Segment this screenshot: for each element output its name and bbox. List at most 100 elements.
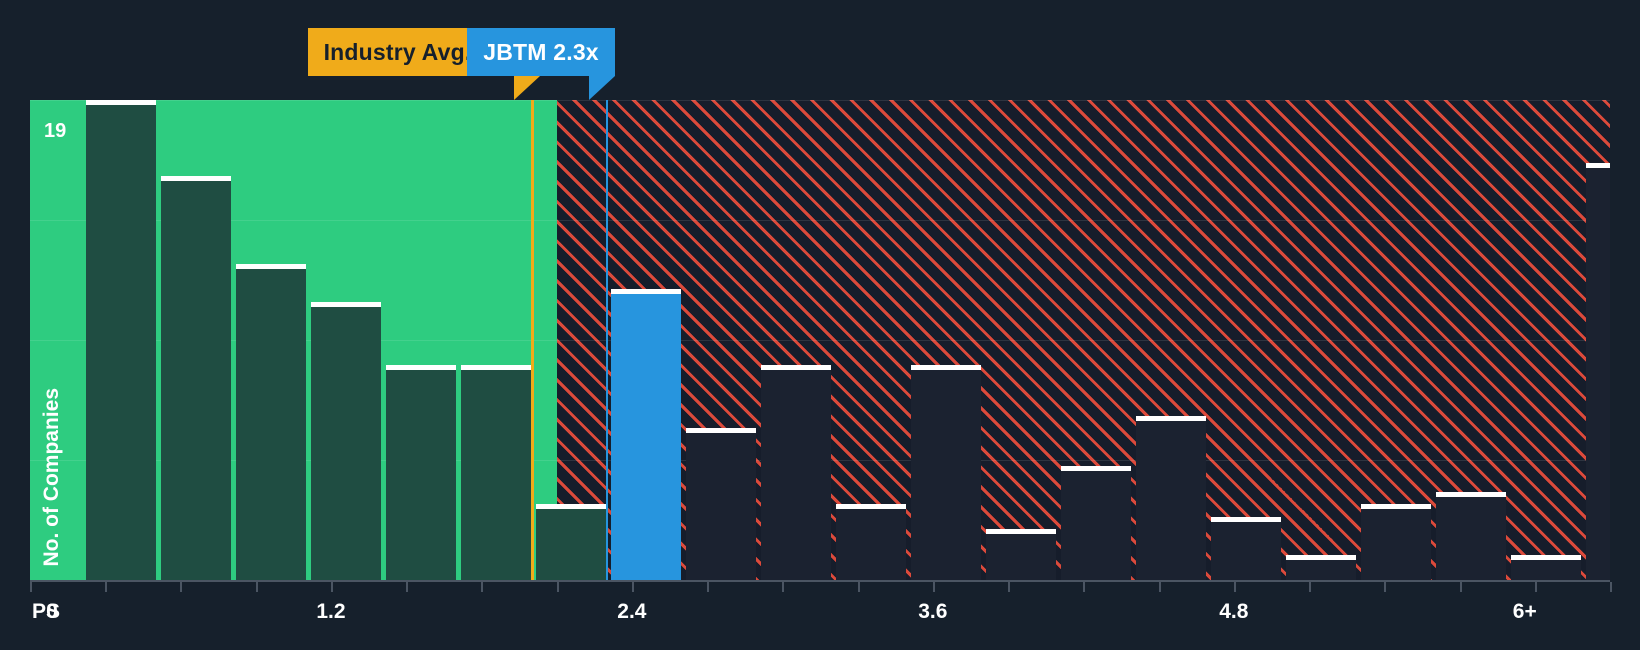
x-axis-tick xyxy=(1459,582,1462,592)
x-axis-tick xyxy=(857,582,860,592)
bar-cap xyxy=(911,365,981,371)
company-bar xyxy=(611,289,681,580)
x-axis-tick xyxy=(1158,582,1161,592)
bar xyxy=(161,175,231,580)
x-axis-label: PS xyxy=(32,600,61,623)
bar xyxy=(1511,554,1581,580)
bar-fill xyxy=(461,370,531,580)
bar xyxy=(1061,466,1131,580)
bar-fill xyxy=(1286,559,1356,580)
callout-tail xyxy=(588,76,615,100)
bar-cap xyxy=(986,529,1056,535)
callout-tail xyxy=(513,76,540,100)
x-axis-tick xyxy=(556,582,559,592)
x-axis-tick xyxy=(180,582,183,592)
bar-fill xyxy=(1061,471,1131,580)
bar-cap xyxy=(1511,554,1581,560)
bar-cap xyxy=(686,428,756,434)
company-value-callout[interactable]: JBTM 2.3x xyxy=(467,28,615,100)
bar-fill xyxy=(1511,559,1581,580)
bar-cap xyxy=(236,264,306,270)
x-axis-tick-label: 1.2 xyxy=(316,600,346,623)
x-axis-tick xyxy=(330,582,333,592)
bar-cap xyxy=(1061,466,1131,472)
plot-area xyxy=(30,100,1610,580)
bar xyxy=(1286,554,1356,580)
bar-fill xyxy=(311,307,381,580)
bar-fill xyxy=(1361,509,1431,580)
bar xyxy=(1136,415,1206,580)
gridline xyxy=(30,100,1610,101)
bar-fill xyxy=(686,433,756,580)
bar xyxy=(1586,163,1610,580)
bar xyxy=(686,428,756,580)
bar-cap xyxy=(161,175,231,181)
x-axis-tick xyxy=(1008,582,1011,592)
x-axis-tick xyxy=(1309,582,1312,592)
bar-cap xyxy=(1436,491,1506,497)
bar-fill xyxy=(1586,168,1610,580)
bar-cap xyxy=(1136,415,1206,421)
gridline xyxy=(30,340,1610,341)
bar-fill xyxy=(986,534,1056,580)
bar-fill xyxy=(1136,420,1206,580)
company-value-marker-line xyxy=(605,100,608,580)
bar-fill xyxy=(1436,496,1506,580)
bar xyxy=(86,100,156,580)
x-axis-tick xyxy=(631,582,634,592)
bar-fill xyxy=(836,509,906,580)
bar-fill xyxy=(1211,521,1281,580)
y-axis-label: No. of Companies xyxy=(40,388,63,567)
bar-cap xyxy=(1211,516,1281,522)
bar-cap xyxy=(536,504,606,510)
bar xyxy=(911,365,981,580)
bar-fill xyxy=(761,370,831,580)
bar-cap xyxy=(461,365,531,371)
x-axis-tick xyxy=(707,582,710,592)
bar xyxy=(761,365,831,580)
bar-cap xyxy=(386,365,456,371)
x-axis-tick xyxy=(1233,582,1236,592)
x-axis-tick xyxy=(255,582,258,592)
x-axis-tick-label: 4.8 xyxy=(1219,600,1249,623)
x-axis-tick xyxy=(105,582,108,592)
bar-cap xyxy=(761,365,831,371)
x-axis-tick xyxy=(932,582,935,592)
bar xyxy=(311,302,381,580)
bar xyxy=(461,365,531,580)
industry-average-marker-line xyxy=(530,100,534,580)
bar xyxy=(536,504,606,580)
x-axis-tick-label: 2.4 xyxy=(617,600,647,623)
x-axis-tick xyxy=(30,582,32,592)
bar xyxy=(1436,491,1506,580)
bar-cap xyxy=(1286,554,1356,560)
bar xyxy=(986,529,1056,580)
bar-cap xyxy=(311,302,381,308)
bar-fill xyxy=(911,370,981,580)
x-axis-tick xyxy=(1083,582,1086,592)
bar xyxy=(386,365,456,580)
bar-fill xyxy=(161,180,231,580)
bar-cap xyxy=(611,289,681,295)
bar-cap xyxy=(1586,163,1610,169)
bar-cap xyxy=(836,504,906,510)
bar-fill xyxy=(236,269,306,580)
company-value-label: JBTM 2.3x xyxy=(483,38,599,65)
bar-fill xyxy=(611,294,681,580)
x-axis-tick xyxy=(1534,582,1537,592)
x-axis-tick-label: 0 xyxy=(46,600,58,623)
bar-fill xyxy=(386,370,456,580)
bar-cap xyxy=(86,100,156,105)
x-axis-tick xyxy=(1610,582,1612,592)
x-axis-tick xyxy=(406,582,409,592)
x-axis-tick-label: 6+ xyxy=(1512,600,1537,623)
gridline xyxy=(30,220,1610,221)
x-axis-tick xyxy=(481,582,484,592)
bar xyxy=(836,504,906,580)
bar-fill xyxy=(536,509,606,580)
bar-fill xyxy=(86,105,156,580)
x-axis-tick-label: 3.6 xyxy=(918,600,948,623)
bar xyxy=(236,264,306,580)
bar xyxy=(1361,504,1431,580)
